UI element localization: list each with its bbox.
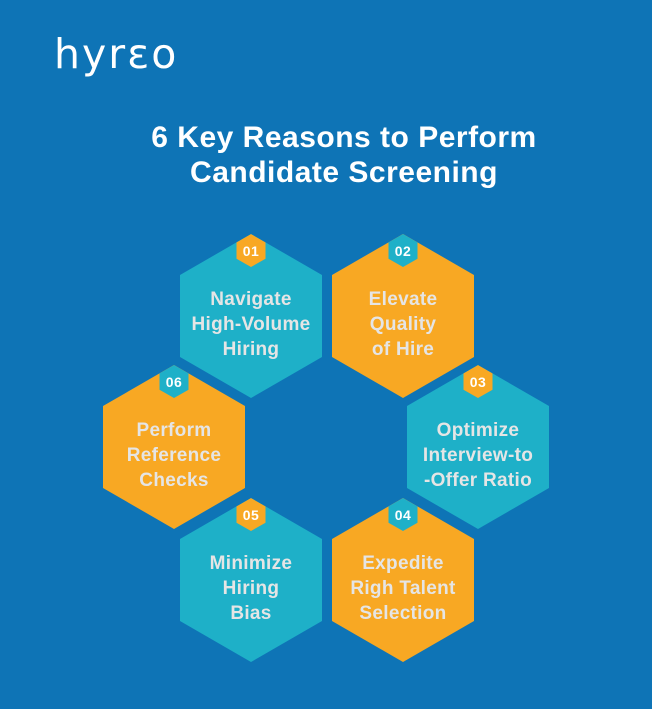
hexagon-01-label-line2: High-Volume bbox=[191, 313, 311, 335]
hexagon-03-label: Optimize Interview-to -Offer Ratio bbox=[423, 418, 533, 493]
page-title-line2: Candidate Screening bbox=[190, 156, 498, 189]
hexagon-05-label-line3: Bias bbox=[230, 602, 272, 624]
hexagon-04-label-line3: Selection bbox=[359, 602, 447, 624]
hexagon-03-optimize-interview-to-offer-ratio: 03 Optimize Interview-to -Offer Ratio bbox=[407, 365, 549, 529]
hexagon-02-label: Elevate Quality of Hire bbox=[369, 287, 438, 362]
hexagon-04-label-line1: Expedite bbox=[362, 552, 444, 574]
hexagon-06-label-line1: Perform bbox=[136, 419, 212, 441]
hexagon-05-label-line1: Minimize bbox=[209, 552, 293, 574]
hexagon-03-label-line1: Optimize bbox=[436, 419, 520, 441]
hexagon-04-number-badge: 04 bbox=[388, 498, 418, 531]
hexagon-05-number-badge: 05 bbox=[236, 498, 266, 531]
hexagon-05-label-line2: Hiring bbox=[222, 577, 280, 599]
hexagon-04-label: Expedite Righ Talent Selection bbox=[350, 551, 455, 626]
hexagon-04-label-line2: Righ Talent bbox=[350, 577, 456, 599]
hexagon-02-label-line2: Quality bbox=[369, 313, 437, 335]
hexagon-02-label-line3: of Hire bbox=[371, 338, 435, 360]
hexagon-02-number-badge: 02 bbox=[388, 234, 418, 267]
hexagon-03-label-line2: Interview-to bbox=[422, 444, 534, 466]
hexagon-06-label-line2: Reference bbox=[126, 444, 222, 466]
hexagon-06-number-badge: 06 bbox=[159, 365, 189, 398]
hexagon-01-label-line1: Navigate bbox=[210, 288, 292, 310]
hexagon-01-label-line3: Hiring bbox=[222, 338, 280, 360]
hexagon-01-number-badge: 01 bbox=[236, 234, 266, 267]
hexagon-06-perform-reference-checks: 06 Perform Reference Checks bbox=[103, 365, 245, 529]
hexagon-02-label-line1: Elevate bbox=[368, 288, 438, 310]
hexagon-04-expedite-righ-talent-selection: 04 Expedite Righ Talent Selection bbox=[332, 498, 474, 662]
page-title-line1: 6 Key Reasons to Perform bbox=[151, 121, 537, 154]
hexagon-01-label: Navigate High-Volume Hiring bbox=[191, 287, 310, 362]
hexagon-03-number-badge: 03 bbox=[463, 365, 493, 398]
hyreo-logo: hyrɛo bbox=[54, 30, 179, 78]
hexagon-06-label-line3: Checks bbox=[139, 469, 209, 491]
hexagon-03-label-line3: -Offer Ratio bbox=[423, 469, 533, 491]
hexagon-02-elevate-quality-of-hire: 02 Elevate Quality of Hire bbox=[332, 234, 474, 398]
page-title: 6 Key Reasons to Perform Candidate Scree… bbox=[38, 120, 650, 190]
hexagon-05-minimize-hiring-bias: 05 Minimize Hiring Bias bbox=[180, 498, 322, 662]
hexagon-06-label: Perform Reference Checks bbox=[127, 418, 222, 493]
hexagon-05-label: Minimize Hiring Bias bbox=[210, 551, 293, 626]
hexagon-01-navigate-high-volume-hiring: 01 Navigate High-Volume Hiring bbox=[180, 234, 322, 398]
